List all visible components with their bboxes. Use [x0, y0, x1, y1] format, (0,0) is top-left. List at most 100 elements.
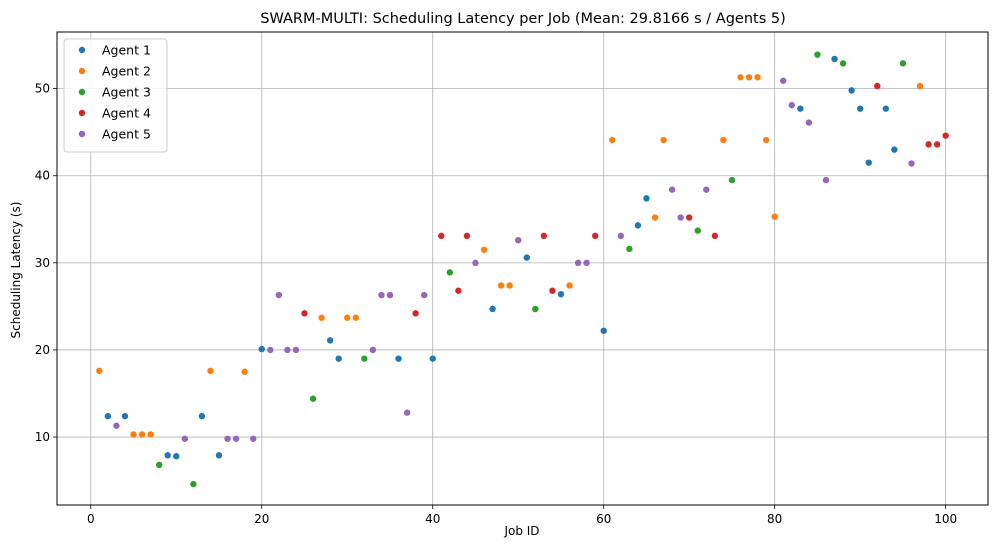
- data-point: [378, 291, 385, 299]
- data-point: [130, 431, 137, 438]
- data-point: [933, 141, 941, 148]
- data-point: [942, 132, 949, 139]
- data-point: [745, 74, 753, 81]
- data-point: [241, 368, 248, 375]
- data-point: [138, 431, 146, 438]
- y-axis-label: Scheduling Latency (s): [9, 202, 23, 339]
- data-point: [925, 141, 932, 148]
- y-tick-label: 10: [35, 430, 50, 444]
- x-tick-label: 0: [87, 512, 95, 526]
- data-point: [232, 435, 240, 442]
- data-point: [489, 305, 496, 313]
- data-point: [446, 269, 454, 276]
- data-point: [711, 232, 719, 240]
- data-point: [198, 412, 206, 420]
- x-tick-label: 20: [254, 512, 269, 526]
- data-point: [344, 314, 351, 321]
- data-point: [643, 195, 650, 202]
- data-point: [703, 186, 710, 193]
- data-point: [506, 282, 513, 289]
- data-point: [121, 412, 129, 420]
- data-point: [147, 431, 154, 438]
- data-point: [651, 214, 659, 221]
- data-point: [318, 314, 325, 321]
- data-point: [668, 186, 676, 193]
- data-point: [403, 409, 411, 416]
- data-point: [762, 136, 770, 144]
- data-point: [574, 259, 582, 267]
- data-point: [848, 87, 855, 94]
- data-point: [480, 246, 488, 253]
- data-point: [267, 346, 274, 354]
- legend: Agent 1 Agent 2 Agent 3 Agent 4 Agent 5: [63, 38, 168, 153]
- data-point: [540, 232, 548, 240]
- x-tick-label: 40: [425, 512, 440, 526]
- data-point: [916, 82, 924, 90]
- y-tick-label: 40: [35, 169, 50, 183]
- data-point: [181, 435, 189, 442]
- legend-label: Agent 4: [102, 106, 151, 121]
- legend-label: Agent 1: [102, 43, 151, 58]
- data-point: [301, 310, 308, 317]
- data-point: [173, 453, 180, 460]
- data-point: [754, 74, 761, 81]
- data-point: [566, 282, 573, 289]
- data-point: [523, 254, 530, 261]
- data-point: [591, 232, 599, 240]
- data-point: [113, 422, 120, 429]
- data-point: [361, 355, 368, 362]
- legend-marker: [78, 109, 86, 117]
- data-point: [617, 232, 625, 240]
- data-point: [96, 367, 103, 375]
- data-point: [215, 452, 223, 459]
- data-point: [814, 51, 821, 58]
- grid: [57, 32, 988, 505]
- legend-box: [63, 38, 168, 153]
- data-point: [395, 355, 402, 362]
- data-point: [771, 213, 778, 220]
- x-tick-label: 60: [596, 512, 611, 526]
- series-agent-3: [155, 51, 907, 488]
- data-point: [626, 245, 633, 253]
- y-tick-label: 30: [35, 256, 50, 270]
- data-point: [780, 77, 787, 84]
- data-point: [788, 101, 795, 109]
- data-point: [309, 395, 317, 402]
- data-point: [250, 435, 257, 442]
- x-tick-label: 100: [934, 512, 957, 526]
- data-point: [660, 136, 667, 144]
- data-point: [104, 412, 112, 420]
- data-point: [899, 60, 907, 67]
- data-point: [686, 214, 693, 221]
- data-point: [737, 74, 744, 81]
- data-point: [420, 291, 428, 299]
- chart-title: SWARM-MULTI: Scheduling Latency per Job …: [260, 11, 786, 27]
- x-axis-label: Job ID: [503, 524, 539, 538]
- legend-label: Agent 5: [102, 127, 151, 142]
- data-point: [335, 355, 342, 362]
- data-point: [463, 232, 471, 240]
- data-point: [557, 290, 565, 298]
- data-point: [891, 146, 898, 153]
- data-point: [515, 236, 522, 244]
- data-point: [352, 314, 359, 321]
- data-point: [874, 82, 881, 90]
- data-point: [634, 222, 642, 229]
- data-point: [797, 105, 804, 112]
- legend-label: Agent 2: [102, 64, 151, 79]
- series-agent-2: [96, 74, 924, 438]
- data-point: [549, 287, 556, 294]
- data-point: [386, 291, 394, 299]
- data-point: [412, 310, 419, 317]
- data-point: [908, 160, 915, 167]
- data-point: [728, 176, 736, 184]
- data-point: [822, 176, 830, 184]
- data-point: [275, 291, 283, 299]
- legend-marker: [78, 46, 86, 54]
- series-agent-4: [301, 82, 949, 317]
- legend-label: Agent 3: [102, 85, 151, 100]
- plot-frame: [56, 31, 989, 506]
- y-tick-label: 20: [35, 343, 50, 357]
- data-point: [831, 55, 838, 63]
